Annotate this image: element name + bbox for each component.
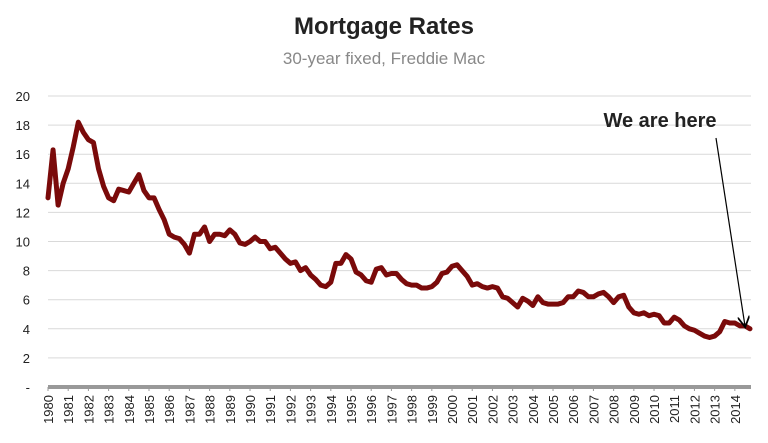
x-tick-label: 2003 — [506, 395, 521, 424]
x-tick-label: 1988 — [203, 395, 218, 424]
y-tick-label: 12 — [16, 205, 30, 220]
x-tick-label: 2013 — [708, 395, 723, 424]
x-tick-label: 1991 — [263, 395, 278, 424]
x-tick-label: 1985 — [142, 395, 157, 424]
x-tick-label: 1999 — [425, 395, 440, 424]
x-tick-label: 1998 — [405, 395, 420, 424]
x-tick-label: 1987 — [182, 395, 197, 424]
x-tick-label: 2007 — [586, 395, 601, 424]
annotation-arrow — [715, 137, 745, 326]
x-tick-label: 2005 — [546, 395, 561, 424]
x-tick-label: 1983 — [102, 395, 117, 424]
x-tick-label: 1981 — [61, 395, 76, 424]
x-tick-label: 1990 — [243, 395, 258, 424]
x-tick-label: 1995 — [344, 395, 359, 424]
y-tick-label: 14 — [16, 176, 30, 191]
y-tick-label: 4 — [23, 322, 30, 337]
x-tick-label: 2014 — [728, 395, 743, 424]
x-tick-label: 2004 — [526, 395, 541, 424]
x-tick-label: 2009 — [627, 395, 642, 424]
x-tick-label: 2002 — [485, 395, 500, 424]
y-tick-label: 16 — [16, 147, 30, 162]
x-tick-label: 1982 — [81, 395, 96, 424]
x-tick-label: 2000 — [445, 395, 460, 424]
x-tick-label: 1989 — [223, 395, 238, 424]
y-tick-label: 18 — [16, 118, 30, 133]
x-tick-label: 1994 — [324, 395, 339, 424]
x-tick-label: 2011 — [667, 395, 682, 423]
line-series — [45, 119, 753, 341]
x-tick-label: 2006 — [566, 395, 581, 424]
annotation: We are here — [603, 110, 716, 132]
x-tick-label: 1992 — [283, 395, 298, 424]
y-tick-label: - — [26, 380, 30, 395]
x-tick-label: 1986 — [162, 395, 177, 424]
x-tick-label: 2001 — [465, 395, 480, 424]
y-tick-label: 6 — [23, 293, 30, 308]
x-tick-label: 1997 — [384, 395, 399, 424]
x-tick-label: 1984 — [122, 395, 137, 424]
y-tick-label: 2 — [23, 351, 30, 366]
x-tick-label: 1980 — [41, 395, 56, 424]
y-tick-label: 8 — [23, 264, 30, 279]
y-tick-label: 10 — [16, 235, 30, 250]
y-tick-label: 20 — [16, 89, 30, 104]
chart-title: Mortgage Rates — [294, 13, 474, 40]
x-tick-label: 1993 — [304, 395, 319, 424]
x-tick-label: 1996 — [364, 395, 379, 424]
chart-subtitle: 30-year fixed, Freddie Mac — [283, 49, 486, 68]
x-tick-label: 2010 — [647, 395, 662, 424]
x-tick-label: 2008 — [607, 395, 622, 424]
x-tick-label: 2012 — [687, 395, 702, 424]
